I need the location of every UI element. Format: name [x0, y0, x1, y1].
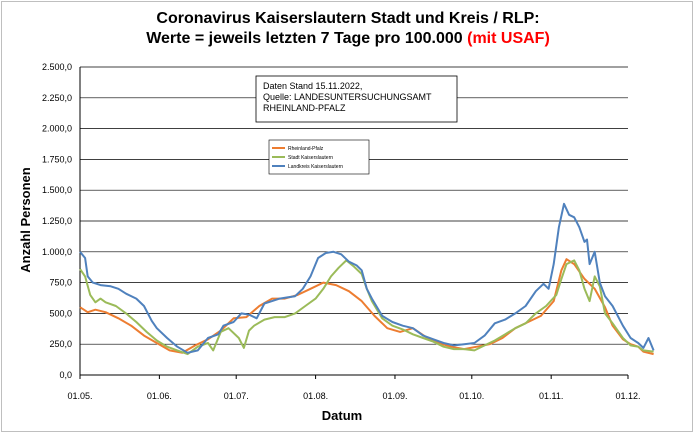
grid-lines — [79, 66, 628, 376]
y-tick-label: 500,0 — [49, 308, 72, 318]
y-tick-label: 250,0 — [49, 339, 72, 349]
legend: Rheinland-Pfalz Stadt Kaiserslautern Lan… — [268, 139, 370, 175]
chart-title: Coronavirus Kaiserslautern Stadt und Kre… — [156, 10, 540, 27]
x-tick-label: 01.08. — [303, 391, 328, 401]
y-tick-label: 1.750,0 — [42, 154, 72, 164]
x-tick-label: 01.06. — [147, 391, 172, 401]
x-tick-label: 01.09. — [382, 391, 407, 401]
x-tick-label: 01.12. — [615, 391, 640, 401]
y-tick-label: 1.000,0 — [42, 247, 72, 257]
series-line-3 — [79, 202, 655, 354]
y-tick-label: 1.250,0 — [42, 216, 72, 226]
y-tick-label: 2.250,0 — [42, 93, 72, 103]
chart-subtitle-red: (mit USAF) — [467, 30, 550, 47]
annotation-line-2: Quelle: LANDESUNTERSUCHUNGSAMT — [263, 92, 432, 102]
legend-label-3: Landkreis Kaiserslautern — [288, 164, 343, 170]
x-tick-label: 01.05. — [67, 391, 92, 401]
legend-label-1: Rheinland-Pfalz — [288, 146, 324, 152]
chart-subtitle-black: Werte = jeweils letzten 7 Tage pro 100.0… — [146, 30, 468, 47]
x-axis-label: Datum — [322, 408, 362, 423]
series-line-1 — [79, 258, 654, 356]
legend-label-2: Stadt Kaiserslautern — [288, 155, 333, 161]
chart-subtitle: Werte = jeweils letzten 7 Tage pro 100.0… — [0, 30, 696, 48]
y-tick-label: 2.000,0 — [42, 124, 72, 134]
y-tick-label: 2.500,0 — [42, 62, 72, 72]
y-tick-label: 750,0 — [49, 278, 72, 288]
x-tick-label: 01.11. — [539, 391, 563, 401]
x-axis-ticks: 01.05. 01.06. 01.07. 01.08. 01.09. 01.10. 01.1… — [67, 375, 641, 401]
y-tick-label: 1.500,0 — [42, 185, 72, 195]
y-axis-label: Anzahl Personen — [18, 167, 33, 273]
y-axis-ticks: 0,0 250,0 500,0 750,0 1.000,0 1.250,0 1.500,0 1… — [42, 62, 72, 380]
x-tick-label: 01.07. — [224, 391, 249, 401]
series-lines — [79, 202, 655, 356]
annotation-line-3: RHEINLAND-PFALZ — [263, 103, 346, 113]
y-tick-label: 0,0 — [59, 370, 72, 380]
x-tick-label: 01.10. — [459, 391, 484, 401]
annotation-line-1: Daten Stand 15.11.2022, — [263, 81, 362, 91]
source-annotation: Daten Stand 15.11.2022, Quelle: LANDESUN… — [255, 75, 458, 123]
